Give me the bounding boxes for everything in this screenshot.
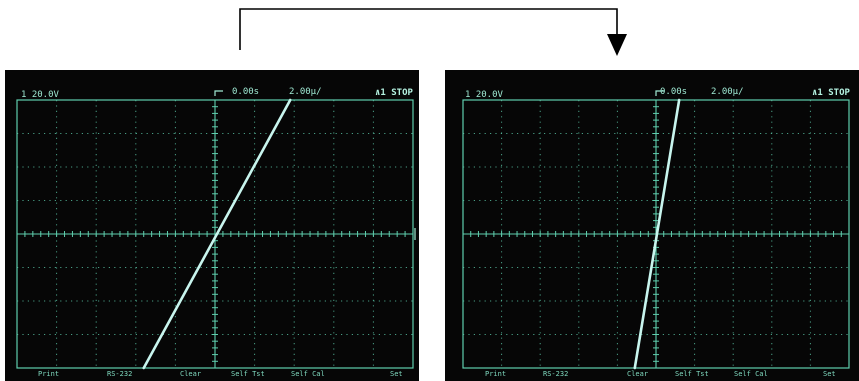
softkey-self-test[interactable]: Self Tst [675, 370, 709, 378]
softkey-rs232[interactable]: RS-232 [107, 370, 133, 378]
softkey-print[interactable]: Print [485, 370, 507, 378]
scope-graticule-right [462, 90, 850, 370]
trigger-marker [655, 90, 664, 96]
time-position: 0.00s [232, 87, 260, 97]
softkey-bar: Print RS-232 Clear Self Tst Self Cal Set [5, 369, 419, 381]
trigger-marker [214, 90, 223, 96]
softkey-print[interactable]: Print [38, 370, 60, 378]
softkey-set[interactable]: Set [823, 370, 836, 378]
scope-screen-right: 1 20.0V 0.00s 2.00µ/ ∧1 STOP Print RS-23… [445, 70, 859, 381]
softkey-clear[interactable]: Clear [180, 370, 202, 378]
softkey-self-cal[interactable]: Self Cal [291, 370, 325, 378]
softkey-self-test[interactable]: Self Tst [231, 370, 265, 378]
softkey-rs232[interactable]: RS-232 [543, 370, 569, 378]
time-position: 0.00s [660, 87, 688, 97]
scope-graticule-left [16, 90, 416, 370]
signal-trace [633, 98, 681, 370]
channel-scale: 1 20.0V [21, 90, 59, 100]
softkey-set[interactable]: Set [390, 370, 403, 378]
channel-scale: 1 20.0V [465, 90, 503, 100]
softkey-clear[interactable]: Clear [627, 370, 649, 378]
softkey-bar: Print RS-232 Clear Self Tst Self Cal Set [445, 369, 859, 381]
time-scale: 2.00µ/ [289, 87, 322, 97]
run-state: ∧1 STOP [375, 88, 413, 98]
connector-arrow [239, 8, 627, 56]
time-scale: 2.00µ/ [711, 87, 744, 97]
run-state: ∧1 STOP [812, 88, 850, 98]
connector-line [239, 8, 618, 50]
softkey-self-cal[interactable]: Self Cal [734, 370, 768, 378]
signal-trace [142, 98, 292, 370]
scope-screen-left: 1 20.0V 0.00s 2.00µ/ ∧1 STOP Print RS-23… [5, 70, 419, 381]
arrow-head-icon [607, 34, 627, 56]
